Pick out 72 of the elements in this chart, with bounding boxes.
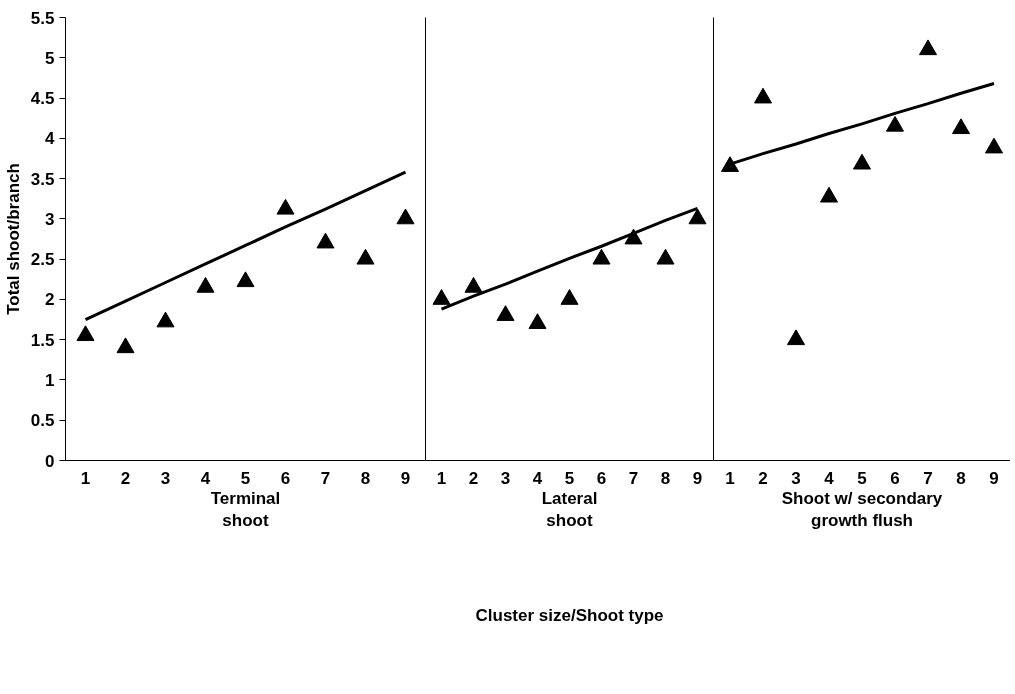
x-tick-label: 5 bbox=[564, 468, 575, 488]
x-tick-label: 3 bbox=[500, 468, 511, 488]
y-tick-label: 5.5 bbox=[30, 8, 55, 28]
point bbox=[432, 289, 451, 305]
point bbox=[496, 305, 515, 321]
x-tick-label: 4 bbox=[532, 468, 543, 488]
point bbox=[624, 228, 643, 245]
point bbox=[919, 39, 937, 56]
x-tick-label: 5 bbox=[857, 468, 867, 488]
y-tick-label: 2.5 bbox=[30, 250, 55, 270]
x-tick-label: 2 bbox=[468, 468, 479, 488]
point bbox=[396, 208, 415, 225]
x-tick-label: 1 bbox=[725, 468, 735, 488]
point bbox=[236, 271, 255, 288]
point bbox=[464, 277, 483, 293]
x-tick-label: 8 bbox=[956, 468, 966, 488]
y-tick-label: 2 bbox=[45, 290, 55, 310]
point bbox=[688, 208, 707, 225]
y-tick-label: 1.5 bbox=[30, 330, 55, 350]
x-tick-label: 8 bbox=[360, 468, 371, 488]
x-axis-title: Shoot w/ secondary growth flush bbox=[781, 488, 943, 531]
point bbox=[116, 337, 135, 354]
point bbox=[656, 248, 675, 265]
point bbox=[820, 186, 838, 203]
point bbox=[985, 137, 1003, 154]
y-tick-label: 3.5 bbox=[30, 169, 55, 189]
x-tick-label: 3 bbox=[160, 468, 171, 488]
y-tick-label: 0.5 bbox=[30, 411, 55, 431]
point bbox=[196, 277, 215, 293]
point bbox=[592, 248, 611, 265]
y-axis-title: Total shoot/branch bbox=[3, 163, 23, 315]
point bbox=[560, 289, 579, 305]
x-tick-label: 7 bbox=[628, 468, 639, 488]
x-tick-label: 9 bbox=[989, 468, 999, 488]
x-tick-label: 4 bbox=[824, 468, 835, 488]
y-tick-label: 5 bbox=[45, 48, 55, 68]
x-tick-label: 6 bbox=[280, 468, 291, 488]
x-tick-label: 6 bbox=[890, 468, 900, 488]
point bbox=[76, 325, 95, 342]
x-tick-label: 8 bbox=[660, 468, 671, 488]
x-tick-label: 5 bbox=[240, 468, 251, 488]
y-tick-label: 1 bbox=[45, 370, 55, 390]
point bbox=[721, 156, 739, 172]
y-tick-label: 0 bbox=[45, 451, 55, 471]
line-series bbox=[84, 170, 407, 322]
point bbox=[886, 115, 904, 132]
x-tick-label: 3 bbox=[791, 468, 801, 488]
x-tick-label: 7 bbox=[923, 468, 933, 488]
point bbox=[356, 248, 375, 265]
point bbox=[316, 232, 335, 249]
point bbox=[156, 311, 175, 328]
y-tick-label: 3 bbox=[45, 209, 55, 229]
x-tick-label: 9 bbox=[692, 468, 703, 488]
x-tick-label: 6 bbox=[596, 468, 607, 488]
x-axis-title: Terminal shoot bbox=[210, 488, 281, 531]
x-tick-label: 1 bbox=[436, 468, 447, 488]
y-tick-label: 4.5 bbox=[30, 89, 55, 109]
point bbox=[952, 118, 970, 135]
x-tick-label: 2 bbox=[120, 468, 131, 488]
x-tick-label: 4 bbox=[200, 468, 211, 488]
text: Cluster size/Shoot type bbox=[475, 605, 664, 625]
x-axis-title: Lateral shoot bbox=[541, 488, 598, 531]
x-tick-label: 9 bbox=[400, 468, 411, 488]
x-tick-label: 7 bbox=[320, 468, 331, 488]
point bbox=[787, 329, 805, 346]
y-tick-label: 4 bbox=[45, 129, 56, 149]
x-tick-label: 2 bbox=[758, 468, 768, 488]
point bbox=[754, 87, 772, 104]
point bbox=[276, 198, 295, 215]
point bbox=[853, 153, 871, 170]
x-tick-label: 1 bbox=[80, 468, 91, 488]
point bbox=[528, 313, 547, 329]
